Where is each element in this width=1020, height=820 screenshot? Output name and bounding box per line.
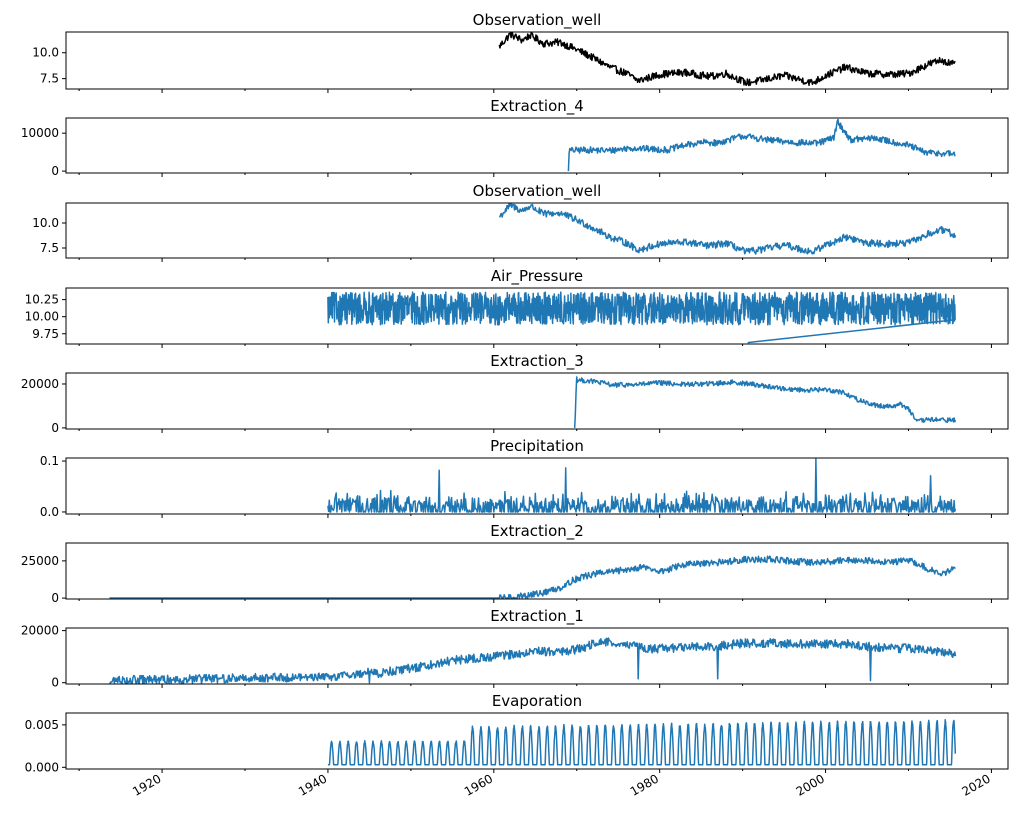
y-tick-label: 10000: [21, 126, 59, 140]
axes-frame: [65, 457, 1009, 515]
y-tick-label: 9.75: [32, 327, 59, 341]
y-tick-label: 10.0: [32, 216, 59, 230]
panel-title: Air_Pressure: [491, 267, 583, 286]
series-line: [109, 555, 956, 599]
y-tick-label: 20000: [21, 624, 59, 638]
series-line: [109, 637, 957, 684]
y-tick-label: 0.000: [25, 760, 59, 774]
y-tick-label: 7.5: [40, 72, 59, 86]
panel-title: Evaporation: [492, 692, 582, 710]
axes-frame: [65, 542, 1009, 600]
panel-title: Extraction_3: [490, 352, 584, 371]
panel-title: Precipitation: [490, 437, 584, 455]
series-line: [573, 376, 957, 428]
panel-title: Extraction_4: [490, 97, 584, 116]
series-line: [498, 203, 957, 255]
series-line: [567, 118, 956, 172]
y-tick-label: 0.1: [40, 454, 59, 468]
axes-frame: [65, 202, 1009, 259]
y-tick-label: 0: [51, 164, 59, 178]
y-tick-label: 0: [51, 676, 59, 690]
y-tick-label: 0: [51, 421, 59, 435]
y-tick-label: 10.0: [32, 46, 59, 60]
panel-title: Observation_well: [473, 182, 602, 201]
x-tick-label: 1960: [462, 771, 495, 798]
axes-frame: [65, 712, 1009, 770]
subplot-2: Extraction_4 0 10000: [21, 97, 1009, 178]
y-tick-label: 20000: [21, 377, 59, 391]
subplot-7: Extraction_2 0 25000: [21, 522, 1009, 605]
panel-title: Extraction_1: [490, 607, 584, 626]
series-line: [327, 458, 957, 513]
x-tick-label: 2020: [959, 771, 992, 798]
series-line: [498, 32, 956, 87]
subplot-8: Extraction_1 0 20000: [21, 607, 1009, 690]
y-tick-label: 0: [51, 591, 59, 605]
axes-frame: [65, 31, 1009, 90]
y-tick-label: 0.005: [25, 718, 59, 732]
panel-title: Observation_well: [473, 11, 602, 30]
subplot-3: Observation_well 7.5 10.0: [32, 182, 1009, 262]
series-line: [327, 291, 956, 344]
axes-frame: [65, 117, 1009, 174]
series-line: [327, 718, 957, 766]
x-tick-label: 1980: [628, 771, 661, 798]
panel-title: Extraction_2: [490, 522, 584, 541]
y-tick-label: 10.25: [25, 293, 59, 307]
y-tick-label: 0.0: [40, 505, 59, 519]
y-tick-label: 10.00: [25, 310, 59, 324]
axes-frame: [65, 287, 1009, 345]
subplot-5: Extraction_3 0 20000: [21, 352, 1009, 435]
axes-frame: [65, 372, 1009, 430]
y-tick-label: 7.5: [40, 241, 59, 255]
axes-frame: [65, 627, 1009, 685]
x-tick-label: 2000: [794, 771, 827, 798]
subplot-1: Observation_well 7.5 10.0: [32, 11, 1009, 93]
subplot-6: Precipitation 0.0 0.1: [40, 437, 1009, 519]
y-tick-label: 25000: [21, 554, 59, 568]
x-tick-label: 1940: [296, 771, 329, 798]
x-tick-label: 1920: [130, 771, 163, 798]
subplot-4: Air_Pressure 9.75 10.00 10.25: [25, 267, 1009, 348]
subplot-9: Evaporation 0.000 0.005 1920 1940 1960 1980 200…: [25, 692, 1009, 799]
